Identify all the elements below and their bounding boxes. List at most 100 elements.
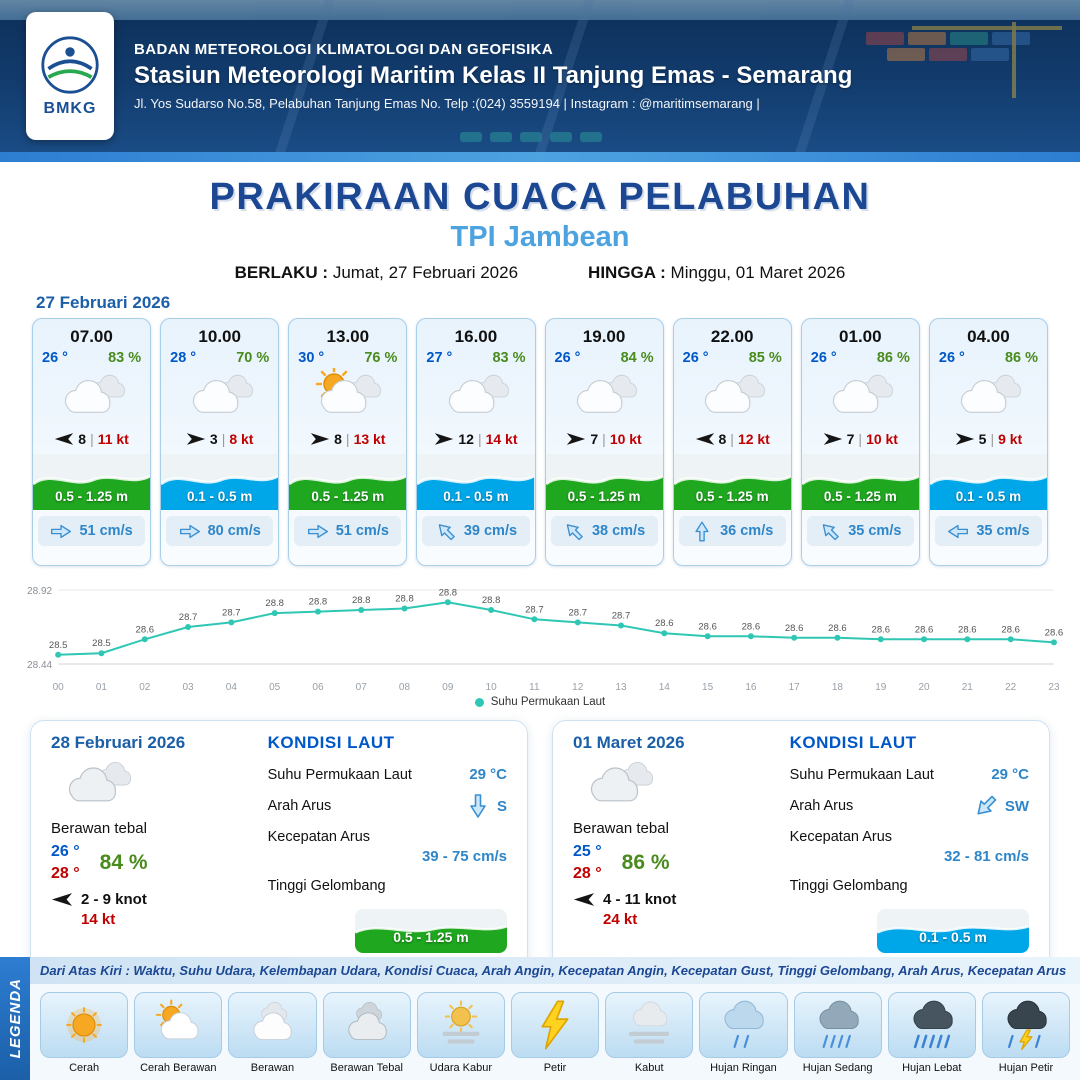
wind-gust-value: 9 kt <box>998 431 1023 447</box>
crane-icon <box>1012 22 1016 98</box>
svg-text:02: 02 <box>139 682 151 693</box>
wave-height-band: 0.5 - 1.25 m <box>801 454 919 510</box>
berawan-icon <box>228 992 317 1058</box>
card-current: 36 cm/s <box>678 516 786 546</box>
svg-text:11: 11 <box>529 682 540 693</box>
svg-text:28.6: 28.6 <box>655 618 674 629</box>
temp-min: 26 ° <box>51 843 80 860</box>
card-time: 01.00 <box>839 327 882 346</box>
card-temp-humidity: 26 ° 83 % <box>33 347 150 366</box>
svg-text:28.8: 28.8 <box>352 595 371 606</box>
legend-items: Cerah Cerah Berawan Berawan Berawan Tebal Ud… <box>30 984 1080 1080</box>
legend-item-hujan-ringan: Hujan Ringan <box>699 992 788 1074</box>
hujan-petir-icon <box>981 992 1071 1058</box>
legend-side-label: LEGENDA <box>6 978 24 1059</box>
card-time: 07.00 <box>70 327 113 346</box>
svg-text:28.6: 28.6 <box>698 621 717 632</box>
legend-item-berawan-tebal: Berawan Tebal <box>322 992 411 1074</box>
card-humidity: 70 % <box>236 350 270 366</box>
svg-text:05: 05 <box>269 682 281 693</box>
wind-speed-value: 8 <box>78 431 87 447</box>
daily-wind-range: 2 - 9 knot <box>81 891 147 909</box>
current-direction-icon <box>307 524 328 538</box>
wave-height-value: 0.5 - 1.25 m <box>823 489 897 504</box>
legend-main: Dari Atas Kiri : Waktu, Suhu Udara, Kele… <box>30 957 1080 1080</box>
card-wind: 7 | 10 kt <box>546 426 663 452</box>
legend-item-hujan-sedang: Hujan Sedang <box>793 992 882 1074</box>
card-time: 04.00 <box>967 327 1010 346</box>
sst-label: Suhu Permukaan Laut <box>267 766 412 783</box>
legend-item-label: Hujan Ringan <box>710 1062 777 1074</box>
wind-direction-icon <box>51 893 73 907</box>
weather-icon-berawan-tebal <box>55 755 252 818</box>
legend-item-label: Cerah <box>69 1062 100 1074</box>
daily-condition: Berawan tebal <box>51 820 147 837</box>
current-direction-icon <box>470 794 486 818</box>
forecast-date: 27 Februari 2026 <box>36 293 171 312</box>
wave-height-value: 0.5 - 1.25 m <box>55 489 128 504</box>
svg-text:28.44: 28.44 <box>27 660 53 671</box>
svg-text:21: 21 <box>962 682 974 693</box>
current-speed-label: Kecepatan Arus <box>267 829 371 845</box>
card-temperature: 28 ° <box>170 350 197 366</box>
daily-summary-row: 28 Februari 2026 Berawan tebal 26 ° 28 ° 84 … <box>0 708 1080 970</box>
card-temperature: 27 ° <box>426 350 453 366</box>
wind-direction-icon <box>955 433 974 445</box>
svg-text:20: 20 <box>918 682 930 693</box>
wind-speed-value: 7 <box>590 431 599 447</box>
station-address: Jl. Yos Sudarso No.58, Pelabuhan Tanjung… <box>134 96 760 111</box>
svg-text:28.6: 28.6 <box>872 624 891 635</box>
svg-text:15: 15 <box>702 682 714 693</box>
svg-text:04: 04 <box>226 682 238 693</box>
svg-text:28.6: 28.6 <box>136 624 155 635</box>
svg-text:01: 01 <box>96 682 108 693</box>
wave-height-value: 0.5 - 1.25 m <box>695 489 769 504</box>
card-temperature: 30 ° <box>298 350 325 366</box>
current-direction-icon <box>51 524 72 538</box>
card-time: 16.00 <box>454 327 498 346</box>
temp-max: 28 ° <box>573 864 602 882</box>
legend-item-label: Berawan <box>250 1062 295 1074</box>
card-temp-humidity: 27 ° 83 % <box>417 347 534 366</box>
svg-text:09: 09 <box>442 682 454 693</box>
wind-direction-icon <box>695 433 714 445</box>
svg-text:07: 07 <box>356 682 368 693</box>
current-direction-label: Arah Arus <box>789 798 854 814</box>
wind-gust-value: 10 kt <box>866 431 898 447</box>
svg-text:28.92: 28.92 <box>27 586 53 597</box>
valid-until-value: Minggu, 01 Maret 2026 <box>670 263 846 282</box>
wave-height-value: 0.5 - 1.25 m <box>393 929 469 945</box>
svg-text:28.6: 28.6 <box>915 624 934 635</box>
bmkg-logo-label: BMKG <box>43 99 97 117</box>
svg-text:18: 18 <box>832 682 844 693</box>
daily-weather: 01 Maret 2026 Berawan tebal 25 ° 28 ° 86 % 4 … <box>573 733 774 955</box>
svg-text:28.6: 28.6 <box>785 623 804 634</box>
card-wind: 8 | 13 kt <box>289 426 406 452</box>
hujan-lebat-icon <box>887 992 976 1058</box>
bmkg-logo: BMKG <box>26 12 114 140</box>
wave-height-band: 0.5 - 1.25 m <box>545 454 663 510</box>
wave-height-band: 0.1 - 0.5 m <box>417 454 535 510</box>
svg-text:28.5: 28.5 <box>49 640 68 651</box>
wave-height-band: 0.1 - 0.5 m <box>877 909 1029 953</box>
wind-direction-icon <box>55 433 74 445</box>
current-direction-icon <box>438 523 455 540</box>
cerah-icon <box>40 992 129 1058</box>
wave-height-value: 0.5 - 1.25 m <box>567 489 641 504</box>
card-wind: 8 | 11 kt <box>33 426 150 452</box>
card-time: 13.00 <box>326 327 370 346</box>
svg-text:28.8: 28.8 <box>395 594 414 605</box>
svg-text:00: 00 <box>53 682 65 693</box>
hujan-ringan-icon <box>699 992 788 1058</box>
daily-humidity: 84 % <box>99 850 148 874</box>
legend-item-label: Hujan Sedang <box>802 1062 873 1074</box>
wind-gust-value: 12 kt <box>737 431 770 447</box>
svg-text:28.8: 28.8 <box>439 587 458 598</box>
card-current: 38 cm/s <box>550 516 658 546</box>
wave-height-band: 0.5 - 1.25 m <box>33 454 151 510</box>
sea-conditions-title: KONDISI LAUT <box>267 733 395 752</box>
svg-text:28.6: 28.6 <box>1001 624 1020 635</box>
wave-height-band: 0.1 - 0.5 m <box>929 454 1047 510</box>
legend-item-hujan-lebat: Hujan Lebat <box>887 992 976 1074</box>
